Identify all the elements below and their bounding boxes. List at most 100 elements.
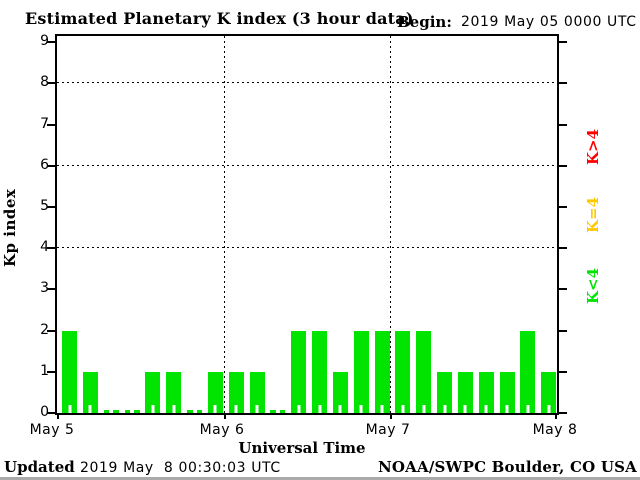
y-tick: [47, 206, 55, 208]
kp-bar: [499, 371, 515, 413]
y-tick-label-4: 4: [40, 239, 49, 256]
y-tick: [47, 82, 55, 85]
y-tick-label-9: 9: [40, 33, 49, 50]
y-tick: [559, 370, 567, 373]
day-boundary-may-7: [390, 36, 391, 413]
y-tick: [559, 288, 567, 291]
y-tick: [559, 206, 567, 208]
kp-bar: [478, 371, 494, 413]
hour-tick-notch: [401, 405, 405, 413]
x-tick: [224, 413, 226, 419]
plot-area: [47, 34, 567, 419]
hour-tick-notch: [463, 405, 467, 413]
gridline-kp-8: [57, 82, 557, 84]
x-tick-label-may-8: May 8: [532, 422, 578, 438]
kp-bar: [62, 330, 77, 413]
hour-tick-notch: [547, 405, 551, 413]
y-tick: [559, 247, 567, 250]
x-tick: [555, 413, 557, 419]
y-tick-label-2: 2: [40, 321, 49, 338]
y-tick-label-8: 8: [40, 74, 49, 91]
kp-bar: [124, 410, 140, 413]
y-tick: [559, 329, 567, 332]
y-axis-title: Kp index: [1, 188, 19, 268]
hour-tick-notch: [505, 405, 509, 413]
y-tick: [47, 412, 55, 414]
hour-tick-notch: [88, 405, 92, 413]
y-tick: [47, 247, 55, 250]
kp-bar: [103, 410, 119, 413]
hour-tick-notch: [359, 405, 363, 413]
x-tick-label-may-5: May 5: [29, 422, 75, 438]
begin-label: Begin:: [397, 13, 452, 31]
kp-bar: [332, 371, 348, 413]
hour-tick-notch: [380, 405, 384, 413]
x-tick-label-may-7: May 7: [365, 422, 411, 438]
hour-tick-notch: [443, 405, 446, 413]
kp-bar: [541, 371, 557, 413]
begin-value: 2019 May 05 0000 UTC: [461, 14, 637, 30]
legend-item-kp-eq-4: K=4: [584, 196, 602, 234]
kp-bar: [145, 371, 161, 413]
legend-item-kp-lt-4: K<4: [584, 267, 602, 305]
kp-bar: [166, 371, 182, 413]
kp-bar: [353, 330, 369, 413]
gridline-kp-4: [57, 247, 557, 249]
kp-bar: [249, 371, 265, 413]
hour-tick-notch: [213, 405, 217, 413]
hour-tick-notch: [234, 405, 238, 413]
kp-bar: [395, 330, 411, 413]
kp-bar: [312, 330, 327, 413]
x-tick: [390, 413, 392, 419]
kp-bar: [520, 330, 536, 413]
updated-timestamp: Updated 2019 May 8 00:30:03 UTC: [4, 458, 281, 476]
kp-bar: [457, 371, 473, 413]
hour-tick-notch: [151, 405, 155, 413]
y-tick: [47, 41, 55, 44]
kp-bar: [187, 410, 202, 413]
gridline-kp-6: [57, 164, 557, 166]
kp-bar: [270, 410, 286, 413]
y-tick-label-6: 6: [40, 156, 49, 173]
y-tick: [47, 123, 55, 126]
x-tick-label-may-6: May 6: [199, 422, 245, 438]
y-tick-label-7: 7: [40, 115, 49, 132]
x-tick: [57, 413, 59, 419]
hour-tick-notch: [422, 405, 426, 413]
y-tick: [47, 164, 55, 167]
window-edge-strip: [0, 477, 640, 480]
updated-label: Updated: [4, 458, 75, 476]
hour-tick-notch: [192, 410, 197, 413]
updated-value: 2019 May 8 00:30:03 UTC: [79, 460, 281, 476]
y-tick: [559, 82, 567, 85]
hour-tick-notch: [318, 405, 321, 413]
y-tick: [559, 123, 567, 126]
kp-bar: [207, 371, 223, 413]
day-boundary-may-6: [224, 36, 225, 413]
hour-tick-notch: [255, 405, 259, 413]
chart-title: Estimated Planetary K index (3 hour data…: [25, 9, 414, 28]
credit-text: NOAA/SWPC Boulder, CO USA: [377, 458, 637, 476]
hour-tick-notch: [172, 405, 176, 413]
kp-bar: [228, 371, 244, 413]
y-tick: [47, 329, 55, 332]
plot-inner: [47, 36, 567, 419]
y-tick: [47, 288, 55, 291]
y-tick-label-1: 1: [40, 362, 49, 379]
hour-tick-notch: [297, 405, 301, 413]
kp-bar: [291, 330, 307, 413]
y-tick-label-5: 5: [40, 198, 49, 214]
hour-tick-notch: [484, 405, 488, 413]
legend-item-kp-gt-4: K>4: [584, 128, 602, 166]
hour-tick-notch: [275, 410, 280, 413]
y-tick: [47, 370, 55, 373]
kp-bar: [437, 371, 452, 413]
hour-tick-notch: [130, 410, 134, 413]
hour-tick-notch: [109, 410, 114, 413]
hour-tick-notch: [338, 405, 342, 413]
hour-tick-notch: [526, 405, 530, 413]
hour-tick-notch: [68, 405, 71, 413]
y-tick: [559, 164, 567, 167]
y-tick-label-0: 0: [40, 404, 49, 420]
kp-bar: [374, 330, 390, 413]
